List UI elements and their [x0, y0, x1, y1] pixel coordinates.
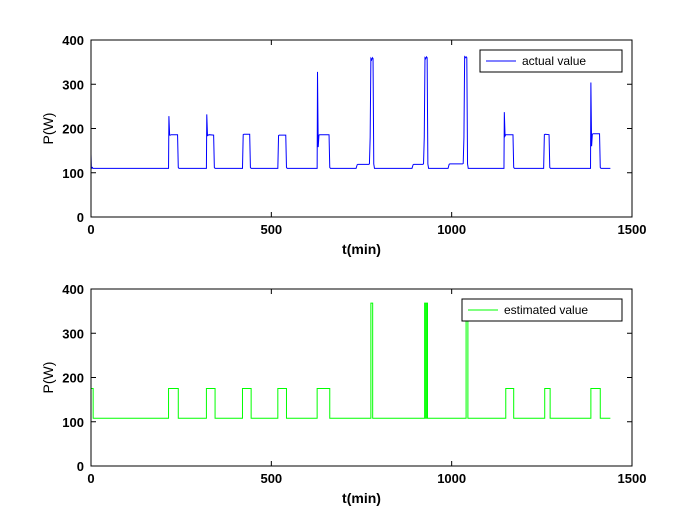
x-axis-label: t(min)	[342, 241, 381, 257]
y-tick-label: 100	[62, 415, 84, 430]
legend-label: estimated value	[504, 303, 588, 317]
y-tick-label: 400	[62, 282, 84, 297]
y-tick-label: 200	[62, 371, 84, 386]
legend: estimated value	[461, 298, 623, 322]
x-tick-label: 500	[260, 471, 282, 486]
x-tick-label: 0	[87, 222, 94, 237]
y-axis-label: P(W)	[40, 113, 56, 145]
x-tick-label: 500	[260, 222, 282, 237]
x-tick-label: 1000	[437, 471, 466, 486]
y-tick-label: 400	[62, 33, 84, 48]
legend-label: actual value	[522, 54, 586, 68]
x-tick-label: 1500	[618, 471, 647, 486]
legend-box	[461, 298, 623, 322]
y-tick-label: 300	[62, 326, 84, 341]
series-line-0	[90, 55, 611, 170]
x-tick-label: 0	[87, 471, 94, 486]
series-line-0	[91, 302, 611, 419]
x-tick-label: 1500	[618, 222, 647, 237]
subplot-actual: 0 500 1000 1500 0 100 200 300 400 t(min) P(W) actua…	[40, 33, 646, 257]
y-tick-label: 300	[62, 77, 84, 92]
subplot-estimated: 0 500 1000 1500 0 100 200 300 400 t(min) P(W) estim…	[40, 282, 646, 506]
x-axis-label: t(min)	[342, 490, 381, 506]
x-tick-label: 1000	[437, 222, 466, 237]
y-axis-label: P(W)	[40, 362, 56, 394]
y-tick-label: 0	[77, 459, 84, 474]
legend: actual value	[479, 49, 623, 73]
legend-box	[479, 49, 623, 73]
y-tick-label: 200	[62, 122, 84, 137]
y-tick-label: 100	[62, 166, 84, 181]
y-tick-label: 0	[77, 210, 84, 225]
